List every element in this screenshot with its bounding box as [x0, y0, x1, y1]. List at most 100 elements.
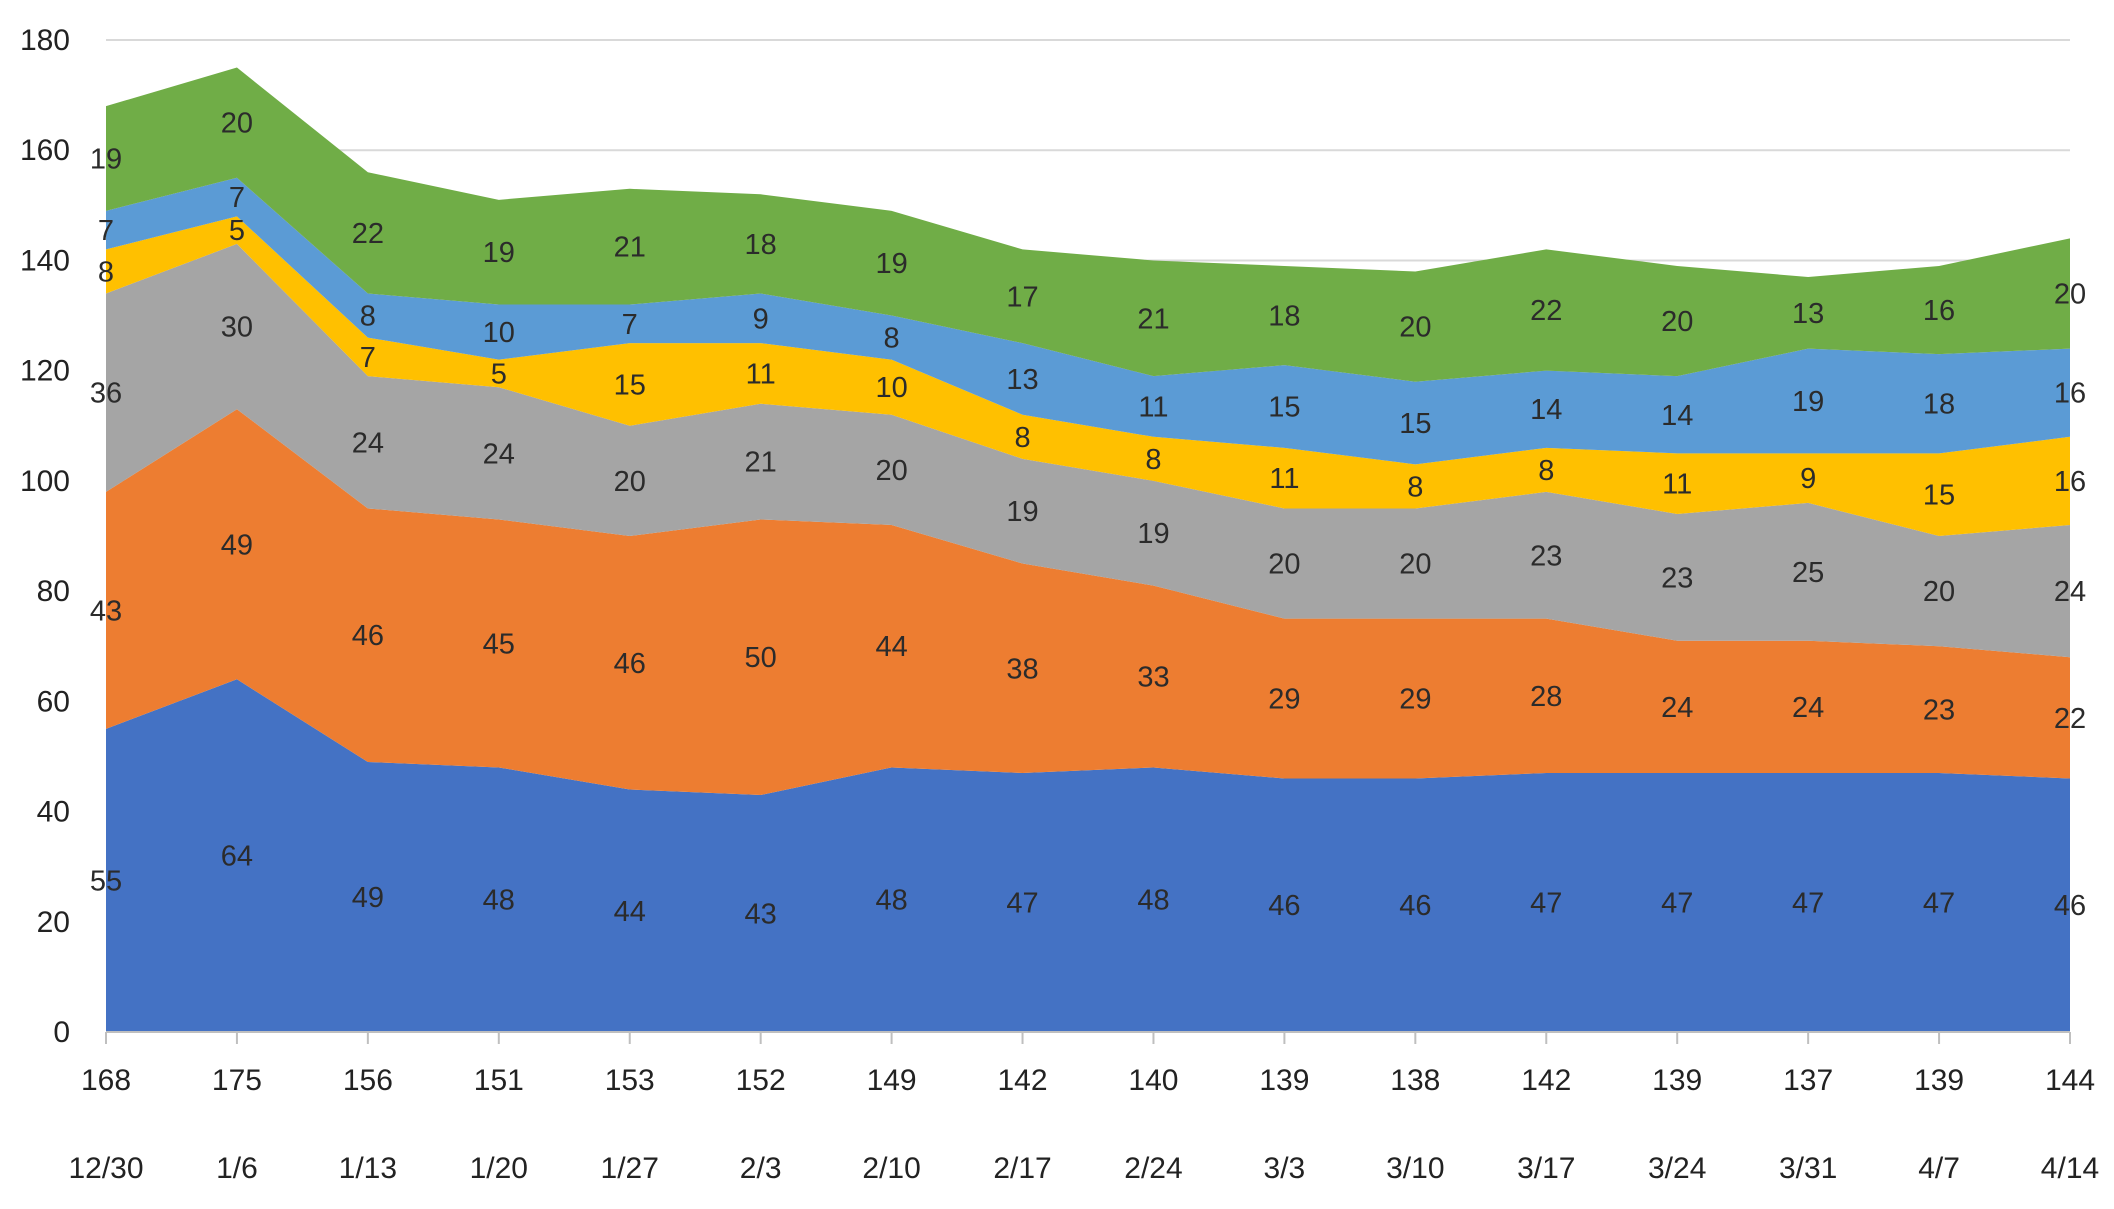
- data-label-s4-1/13: 7: [360, 342, 376, 374]
- data-label-s4-4/7: 15: [1923, 480, 1955, 512]
- data-label-s6-3/17: 22: [1530, 295, 1562, 327]
- data-label-s1-3/10: 46: [1399, 890, 1431, 922]
- data-label-s5-1/20: 10: [483, 317, 515, 349]
- data-label-s3-3/31: 25: [1792, 557, 1824, 589]
- data-label-s1-1/13: 49: [352, 882, 384, 914]
- data-label-s2-3/10: 29: [1399, 684, 1431, 716]
- data-label-s1-1/27: 44: [614, 896, 646, 928]
- data-label-s2-3/24: 24: [1661, 692, 1693, 724]
- data-label-s1-2/24: 48: [1137, 885, 1169, 917]
- data-label-s1-3/17: 47: [1530, 887, 1562, 919]
- data-label-s1-12/30: 55: [90, 865, 122, 897]
- data-label-s2-2/3: 50: [745, 642, 777, 674]
- data-label-s6-2/10: 19: [875, 248, 907, 280]
- data-label-s3-1/20: 24: [483, 438, 515, 470]
- data-label-s5-12/30: 7: [98, 215, 114, 247]
- x-category-label: 2/24: [1124, 1152, 1182, 1185]
- data-label-s6-2/24: 21: [1137, 303, 1169, 335]
- axis-layer: 02040608010012014016018016812/301751/615…: [20, 24, 2099, 1185]
- data-label-s4-1/27: 15: [614, 369, 646, 401]
- data-label-s2-3/3: 29: [1268, 684, 1300, 716]
- x-total-label: 139: [1652, 1064, 1702, 1097]
- x-total-label: 175: [212, 1064, 262, 1097]
- x-category-label: 1/13: [339, 1152, 397, 1185]
- data-label-s6-1/6: 20: [221, 108, 253, 140]
- data-label-s3-4/14: 24: [2054, 576, 2086, 608]
- data-label-s2-1/27: 46: [614, 648, 646, 680]
- x-category-label: 4/7: [1918, 1152, 1960, 1185]
- y-tick-label: 100: [20, 465, 70, 498]
- x-total-label: 142: [998, 1064, 1048, 1097]
- data-label-s3-3/3: 20: [1268, 549, 1300, 581]
- data-label-s6-12/30: 19: [90, 143, 122, 175]
- y-tick-label: 20: [37, 906, 70, 939]
- x-total-label: 153: [605, 1064, 655, 1097]
- x-category-label: 1/27: [601, 1152, 659, 1185]
- data-label-s5-1/6: 7: [229, 182, 245, 214]
- data-label-s5-2/3: 9: [753, 303, 769, 335]
- x-category-label: 1/6: [216, 1152, 258, 1185]
- area-series-6: [106, 67, 2070, 382]
- x-category-label: 2/10: [862, 1152, 920, 1185]
- x-category-label: 4/14: [2041, 1152, 2099, 1185]
- x-total-label: 156: [343, 1064, 393, 1097]
- data-label-s4-3/24: 11: [1662, 469, 1692, 501]
- data-label-s1-2/10: 48: [875, 885, 907, 917]
- data-label-s4-1/6: 5: [229, 215, 245, 247]
- data-label-s4-3/10: 8: [1407, 471, 1423, 503]
- data-label-s4-1/20: 5: [491, 358, 507, 390]
- y-tick-label: 80: [37, 575, 70, 608]
- data-label-s4-3/3: 11: [1269, 463, 1299, 495]
- data-label-s5-1/27: 7: [622, 309, 638, 341]
- data-label-s5-2/17: 13: [1006, 364, 1038, 396]
- data-label-s2-2/17: 38: [1006, 653, 1038, 685]
- data-label-s3-3/10: 20: [1399, 549, 1431, 581]
- y-tick-label: 180: [20, 24, 70, 57]
- y-tick-label: 160: [20, 134, 70, 167]
- y-tick-label: 60: [37, 685, 70, 718]
- x-total-label: 138: [1390, 1064, 1440, 1097]
- data-label-s1-4/7: 47: [1923, 887, 1955, 919]
- data-label-s2-2/24: 33: [1137, 662, 1169, 694]
- area-series-4: [106, 216, 2070, 536]
- x-total-label: 137: [1783, 1064, 1833, 1097]
- data-label-s3-4/7: 20: [1923, 576, 1955, 608]
- data-label-s2-3/31: 24: [1792, 692, 1824, 724]
- x-category-label: 3/31: [1779, 1152, 1837, 1185]
- y-tick-label: 40: [37, 796, 70, 829]
- data-label-s5-2/24: 11: [1138, 391, 1168, 423]
- data-label-s2-4/7: 23: [1923, 695, 1955, 727]
- data-label-s1-1/6: 64: [221, 841, 253, 873]
- x-category-label: 3/17: [1517, 1152, 1575, 1185]
- area-series-3: [106, 243, 2070, 658]
- x-total-label: 142: [1521, 1064, 1571, 1097]
- data-label-s3-1/13: 24: [352, 427, 384, 459]
- data-label-s3-2/3: 21: [745, 447, 777, 479]
- data-label-s6-3/3: 18: [1268, 301, 1300, 333]
- data-label-s6-2/17: 17: [1006, 281, 1038, 313]
- data-label-s1-2/17: 47: [1006, 887, 1038, 919]
- data-label-s1-2/3: 43: [745, 899, 777, 931]
- data-label-s4-2/24: 8: [1145, 444, 1161, 476]
- data-label-s6-3/24: 20: [1661, 306, 1693, 338]
- x-total-label: 152: [736, 1064, 786, 1097]
- data-label-s5-3/3: 15: [1268, 391, 1300, 423]
- data-label-s1-4/14: 46: [2054, 890, 2086, 922]
- data-label-s2-1/20: 45: [483, 628, 515, 660]
- data-label-s5-4/14: 16: [2054, 378, 2086, 410]
- data-label-s2-1/13: 46: [352, 620, 384, 652]
- y-tick-label: 140: [20, 244, 70, 277]
- x-category-label: 3/3: [1264, 1152, 1306, 1185]
- data-label-s6-1/27: 21: [614, 232, 646, 264]
- x-total-label: 144: [2045, 1064, 2095, 1097]
- data-label-s5-3/17: 14: [1530, 394, 1562, 426]
- data-label-s4-4/14: 16: [2054, 466, 2086, 498]
- x-total-label: 151: [474, 1064, 524, 1097]
- y-tick-label: 0: [53, 1016, 70, 1049]
- x-category-label: 3/24: [1648, 1152, 1706, 1185]
- x-total-label: 140: [1128, 1064, 1178, 1097]
- data-label-s3-12/30: 36: [90, 378, 122, 410]
